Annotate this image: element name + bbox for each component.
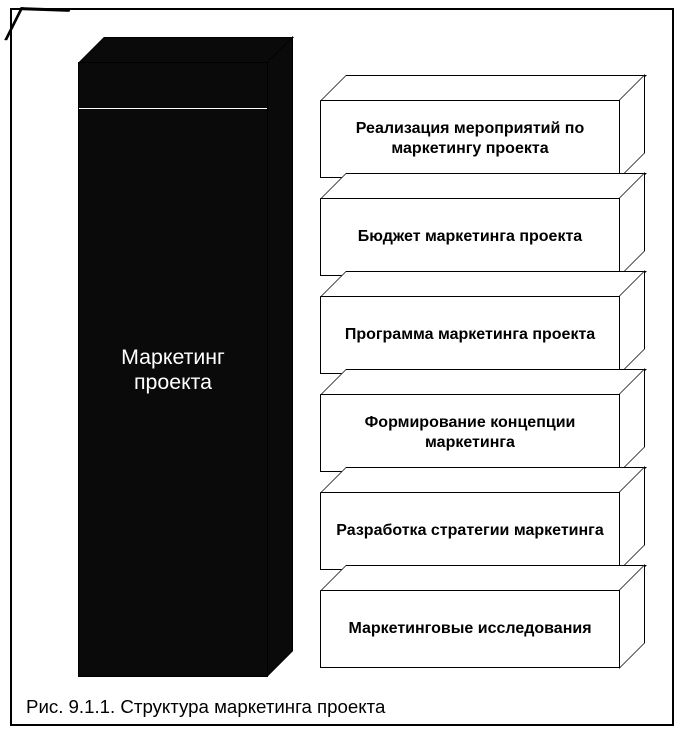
block-top-face — [320, 173, 647, 199]
pillar-highlight-line — [79, 108, 267, 109]
figure-caption: Рис. 9.1.1. Структура маркетинга проекта — [26, 696, 385, 718]
block-label: Программа маркетинга проекта — [345, 325, 595, 345]
figure-frame: Реализация мероприятий по маркетингу про… — [10, 8, 674, 726]
stack-block: Программа маркетинга проекта — [320, 296, 620, 374]
main-pillar: Маркетинг проекта — [78, 62, 268, 677]
pillar-top-face — [78, 37, 294, 63]
stack-column: Реализация мероприятий по маркетингу про… — [320, 100, 620, 668]
block-top-face — [320, 75, 647, 101]
block-label: Разработка стратегии маркетинга — [336, 521, 603, 541]
pillar-side-face — [267, 36, 293, 677]
block-label: Реализация мероприятий по маркетингу про… — [331, 119, 609, 159]
stack-block: Бюджет маркетинга проекта — [320, 198, 620, 276]
block-label: Бюджет маркетинга проекта — [358, 227, 582, 247]
block-label: Формирование концепции маркетинга — [331, 413, 609, 453]
block-top-face — [320, 467, 647, 493]
stack-block: Реализация мероприятий по маркетингу про… — [320, 100, 620, 178]
scan-artifact — [4, 7, 71, 42]
block-label: Маркетинговые исследования — [348, 619, 591, 639]
stack-block: Разработка стратегии маркетинга — [320, 492, 620, 570]
stack-block: Формирование концепции маркетинга — [320, 394, 620, 472]
block-top-face — [320, 271, 647, 297]
block-top-face — [320, 565, 647, 591]
block-top-face — [320, 369, 647, 395]
pillar-label: Маркетинг проекта — [121, 345, 225, 395]
figure-page: Реализация мероприятий по маркетингу про… — [0, 0, 684, 733]
stack-block: Маркетинговые исследования — [320, 590, 620, 668]
